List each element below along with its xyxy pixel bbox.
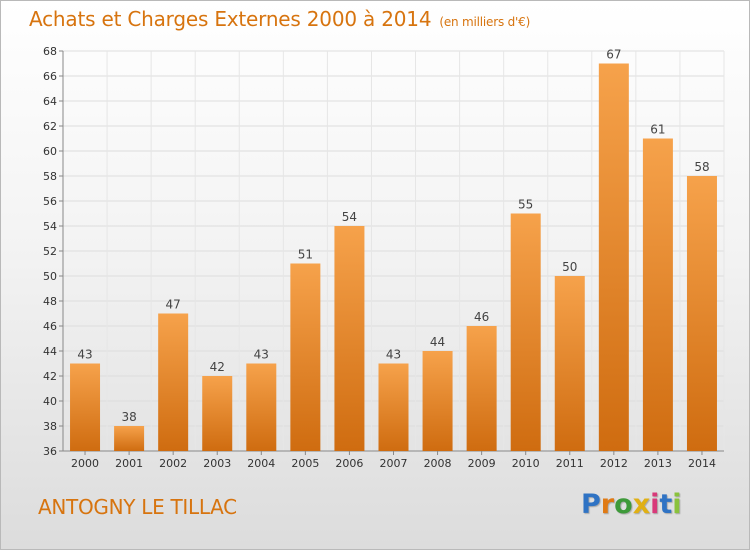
bar-2002: [158, 313, 189, 451]
bar-2006: [334, 226, 365, 451]
logo-letter: i: [672, 489, 682, 520]
bar-2007: [378, 363, 409, 451]
x-tick-label-2007: 2007: [380, 457, 408, 470]
data-label-2000: 43: [77, 348, 92, 362]
labels: 36 38 40 42 44 46 48 50 52 54 56 58 60 62 64 66 68 43 2000…: [43, 45, 716, 470]
bars: [70, 63, 717, 451]
y-tick-label-58: 58: [43, 170, 57, 183]
data-label-2009: 46: [474, 310, 489, 324]
bar-chart: 36 38 40 42 44 46 48 50 52 54 56 58 60 62 64 66 68 43 2000…: [43, 45, 725, 470]
x-tick-label-2006: 2006: [335, 457, 363, 470]
data-label-2005: 51: [298, 248, 313, 262]
x-tick-label-2003: 2003: [203, 457, 231, 470]
data-label-2014: 58: [694, 160, 709, 174]
bar-2012: [598, 63, 629, 451]
x-tick-label-2013: 2013: [644, 457, 672, 470]
logo-letter: P: [581, 489, 601, 520]
chart-title: Achats et Charges Externes 2000 à 2014 (e…: [29, 7, 530, 31]
bar-2000: [70, 363, 101, 451]
bar-2009: [466, 326, 497, 451]
x-tick-label-2004: 2004: [247, 457, 275, 470]
bar-2013: [642, 138, 673, 451]
x-tick-label-2005: 2005: [291, 457, 319, 470]
logo-letter: o: [614, 489, 633, 520]
bar-2003: [202, 376, 233, 451]
y-tick-label-46: 46: [43, 320, 57, 333]
logo-letter: r: [600, 489, 615, 520]
logo-letter: i: [650, 489, 660, 520]
y-tick-label-54: 54: [43, 220, 57, 233]
x-tick-label-2010: 2010: [512, 457, 540, 470]
logo-letter: t: [659, 489, 673, 520]
x-tick-label-2012: 2012: [600, 457, 628, 470]
x-tick-label-2000: 2000: [71, 457, 99, 470]
data-label-2004: 43: [254, 348, 269, 362]
y-tick-label-56: 56: [43, 195, 57, 208]
x-tick-label-2014: 2014: [688, 457, 716, 470]
y-tick-label-38: 38: [43, 420, 57, 433]
data-label-2001: 38: [121, 410, 136, 424]
bar-2008: [422, 351, 453, 451]
y-tick-label-66: 66: [43, 70, 57, 83]
bar-2004: [246, 363, 277, 451]
y-tick-label-48: 48: [43, 295, 57, 308]
bar-2011: [554, 276, 585, 451]
x-tick-label-2002: 2002: [159, 457, 187, 470]
data-label-2011: 50: [562, 260, 577, 274]
data-label-2006: 54: [342, 210, 357, 224]
bar-2010: [510, 213, 541, 451]
y-tick-label-40: 40: [43, 395, 57, 408]
data-label-2007: 43: [386, 348, 401, 362]
y-tick-label-64: 64: [43, 95, 57, 108]
data-label-2013: 61: [650, 123, 665, 137]
y-tick-label-52: 52: [43, 245, 57, 258]
title-text: Achats et Charges Externes 2000 à 2014: [29, 7, 432, 31]
data-label-2002: 47: [166, 298, 181, 312]
chart-subtitle: (en milliers d'€): [439, 15, 531, 29]
x-tick-label-2009: 2009: [468, 457, 496, 470]
y-tick-label-36: 36: [43, 445, 57, 458]
x-tick-label-2008: 2008: [424, 457, 452, 470]
commune-name: ANTOGNY LE TILLAC: [38, 495, 237, 519]
y-tick-label-68: 68: [43, 45, 57, 58]
x-tick-label-2011: 2011: [556, 457, 584, 470]
data-label-2010: 55: [518, 198, 533, 212]
y-tick-label-42: 42: [43, 370, 57, 383]
data-label-2012: 67: [606, 48, 621, 62]
data-label-2003: 42: [210, 360, 225, 374]
bar-2005: [290, 263, 321, 451]
x-tick-label-2001: 2001: [115, 457, 143, 470]
data-label-2008: 44: [430, 335, 445, 349]
y-tick-label-62: 62: [43, 120, 57, 133]
y-tick-label-44: 44: [43, 345, 57, 358]
y-tick-label-50: 50: [43, 270, 57, 283]
logo-letter: x: [632, 489, 651, 520]
proxiti-logo: Proxiti: [581, 489, 682, 520]
bar-2001: [114, 426, 145, 451]
bar-2014: [686, 176, 717, 451]
y-tick-label-60: 60: [43, 145, 57, 158]
